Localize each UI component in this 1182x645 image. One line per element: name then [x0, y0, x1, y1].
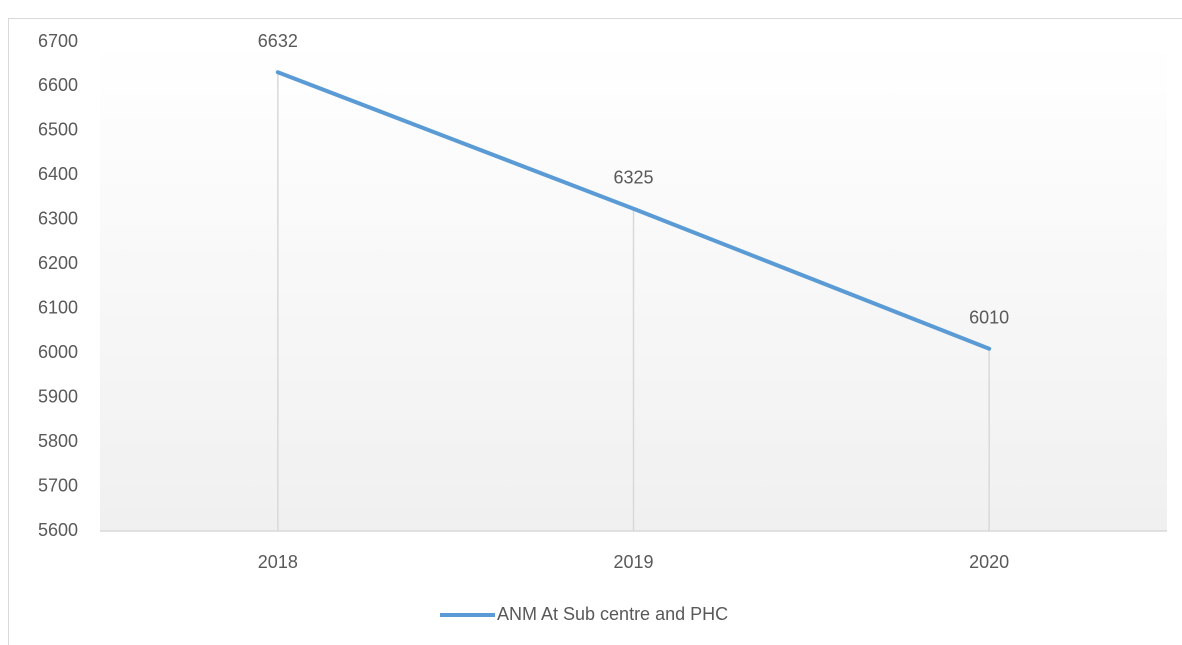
series-line — [275, 70, 992, 351]
y-tick-label: 5700 — [38, 475, 78, 495]
y-tick-label: 6400 — [38, 164, 78, 184]
y-tick-label: 6700 — [38, 31, 78, 51]
data-label: 6632 — [258, 31, 298, 51]
y-tick-label: 5800 — [38, 431, 78, 451]
y-tick-label: 6200 — [38, 253, 78, 273]
data-label: 6325 — [613, 167, 653, 187]
legend-label: ANM At Sub centre and PHC — [497, 604, 728, 624]
x-tick-label: 2020 — [969, 552, 1009, 572]
y-tick-label: 6500 — [38, 120, 78, 140]
y-tick-label: 5900 — [38, 386, 78, 406]
y-tick-label: 6000 — [38, 342, 78, 362]
y-tick-label: 6600 — [38, 75, 78, 95]
y-tick-label: 6100 — [38, 297, 78, 317]
x-tick-label: 2018 — [258, 552, 298, 572]
x-tick-label: 2019 — [613, 552, 653, 572]
y-tick-label: 6300 — [38, 209, 78, 229]
data-label: 6010 — [969, 307, 1009, 327]
y-tick-label: 5600 — [38, 520, 78, 540]
